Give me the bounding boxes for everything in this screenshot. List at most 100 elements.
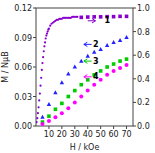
- point: [43, 45, 45, 47]
- point: [54, 107, 58, 111]
- point: [44, 41, 46, 43]
- point: [98, 47, 102, 51]
- point: [36, 121, 38, 123]
- series: [40, 35, 128, 119]
- arrow-head: [84, 42, 88, 46]
- point: [124, 35, 128, 39]
- x-tick-label: 70: [121, 130, 131, 139]
- point: [99, 15, 103, 19]
- x-tick: [48, 126, 49, 129]
- point: [73, 100, 77, 104]
- x-tick-label: 60: [109, 130, 119, 139]
- point: [43, 50, 45, 52]
- annotation: 2: [93, 40, 99, 49]
- y2-tick-label: 1.0: [137, 4, 150, 13]
- arrow: [84, 75, 92, 79]
- annotation: 4: [93, 72, 99, 81]
- point: [48, 28, 50, 30]
- y2-tick-label: 0.0: [137, 122, 150, 131]
- annotation: 1: [105, 16, 111, 25]
- point: [42, 56, 44, 58]
- point: [47, 29, 49, 31]
- y-tick-label: 0.12: [14, 4, 32, 13]
- point: [66, 71, 70, 75]
- arrow: [84, 59, 92, 63]
- point: [66, 106, 70, 110]
- point: [105, 65, 109, 69]
- y2-tick-label: 0.6: [137, 51, 150, 60]
- point: [60, 111, 64, 115]
- point: [40, 77, 42, 79]
- series: [36, 16, 78, 123]
- point: [92, 83, 96, 87]
- y-tick-label: 0.09: [14, 34, 32, 43]
- y2-tick: [133, 8, 136, 9]
- y2-tick: [133, 126, 136, 127]
- plot-area: [36, 15, 129, 126]
- point: [38, 99, 40, 101]
- point: [118, 38, 122, 42]
- y-tick-label: 0.06: [14, 63, 32, 72]
- x-tick: [74, 126, 75, 129]
- point: [112, 69, 116, 73]
- point: [53, 90, 57, 94]
- point: [99, 69, 103, 73]
- point: [125, 63, 129, 67]
- point: [111, 40, 115, 44]
- point: [67, 95, 71, 99]
- x-axis-label: H / kOe: [70, 143, 100, 152]
- point: [125, 57, 129, 61]
- series: [40, 63, 128, 126]
- x-tick-label: 50: [96, 130, 106, 139]
- point: [73, 89, 77, 93]
- series: [41, 57, 129, 124]
- y-tick: [33, 67, 36, 68]
- x-tick: [113, 126, 114, 129]
- y-tick: [33, 8, 36, 9]
- point: [40, 115, 44, 119]
- point: [118, 66, 122, 70]
- point: [92, 15, 96, 19]
- y-tick-label: 0.00: [14, 122, 32, 131]
- x-tick-label: 20: [57, 130, 67, 139]
- plot-frame: [36, 8, 133, 126]
- y-tick-label: 0.03: [14, 93, 32, 102]
- point: [112, 15, 116, 19]
- point: [118, 59, 122, 63]
- point: [79, 83, 83, 87]
- point: [60, 80, 64, 84]
- y-tick: [33, 126, 36, 127]
- point: [79, 16, 83, 20]
- point: [46, 32, 48, 34]
- point: [45, 37, 47, 39]
- point: [49, 25, 51, 27]
- y-tick: [33, 37, 36, 38]
- point: [125, 15, 129, 19]
- point: [92, 50, 96, 54]
- annotation: 3: [93, 57, 99, 66]
- x-tick: [126, 126, 127, 129]
- point: [39, 92, 41, 94]
- arrow: [84, 42, 92, 46]
- point: [45, 34, 47, 36]
- point: [105, 43, 109, 47]
- arrow-head: [92, 19, 96, 23]
- x-tick-label: 30: [70, 130, 80, 139]
- point: [73, 65, 77, 69]
- y2-tick-label: 0.8: [137, 28, 150, 37]
- x-tick-label: 40: [83, 130, 93, 139]
- y-tick: [33, 96, 36, 97]
- point: [41, 69, 43, 71]
- arrow-head: [84, 75, 88, 79]
- y2-tick: [133, 55, 136, 56]
- x-tick: [61, 126, 62, 129]
- point: [60, 102, 64, 106]
- point: [37, 106, 39, 108]
- point: [47, 119, 51, 123]
- y-axis-label: M / NμB: [1, 51, 10, 82]
- y2-tick-label: 0.4: [137, 75, 150, 84]
- arrow-head: [84, 59, 88, 63]
- x-tick-label: 10: [44, 130, 54, 139]
- x-tick: [100, 126, 101, 129]
- point: [86, 89, 90, 93]
